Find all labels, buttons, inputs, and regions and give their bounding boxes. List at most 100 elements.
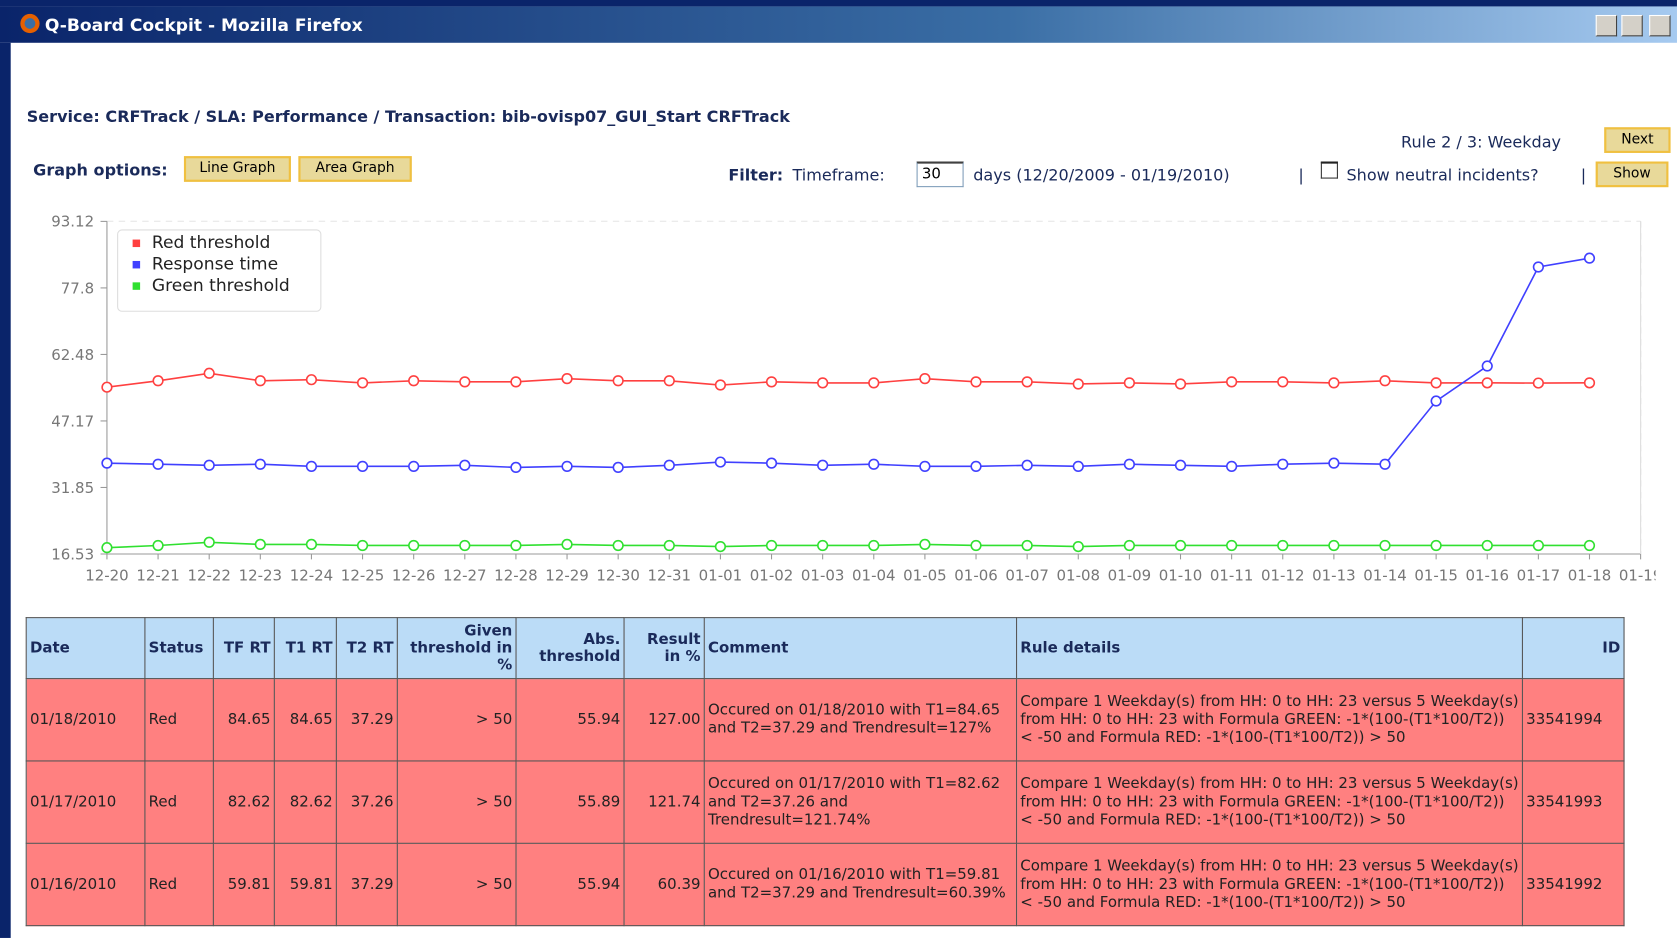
x-tick-label: 12-31 <box>648 567 692 585</box>
column-header: T2 RT <box>335 617 398 680</box>
data-point <box>714 540 727 553</box>
table-row: 01/16/2010 Red 59.81 59.81 37.29 > 50 55.94 60.… <box>25 842 1625 927</box>
table-row: 01/18/2010 Red 84.65 84.65 37.29 > 50 55.94 127… <box>25 678 1625 762</box>
data-point <box>1072 540 1084 553</box>
table-cell: 33541993 <box>1521 760 1625 844</box>
series-line <box>106 257 1590 469</box>
data-point <box>459 539 471 552</box>
data-point <box>919 460 931 472</box>
table-cell: Red <box>144 760 214 844</box>
data-point <box>1583 252 1596 264</box>
maximize-button[interactable] <box>1621 14 1643 37</box>
data-point <box>1328 539 1340 552</box>
table-cell: Red <box>144 678 214 762</box>
table-cell: 127.00 <box>623 678 705 762</box>
data-point <box>1226 460 1238 472</box>
column-header: ID <box>1521 617 1625 680</box>
data-point <box>408 460 420 472</box>
data-point <box>1277 539 1289 552</box>
neutral-checkbox[interactable] <box>1320 161 1338 179</box>
data-point <box>868 539 880 552</box>
data-point <box>1532 261 1544 273</box>
data-point <box>663 539 675 552</box>
separator: | <box>1580 165 1587 186</box>
data-point <box>1481 360 1493 372</box>
table-cell: 59.81 <box>212 842 275 927</box>
data-point <box>1430 539 1442 552</box>
table-cell: > 50 <box>396 760 517 844</box>
data-point <box>1379 375 1391 387</box>
line-graph-button[interactable]: Line Graph <box>183 156 291 182</box>
table-cell: 59.81 <box>273 842 337 927</box>
data-point <box>101 457 113 469</box>
x-tick-label: 01-15 <box>1414 567 1458 585</box>
table-cell: 01/17/2010 <box>25 760 146 844</box>
browser-icon <box>20 13 40 34</box>
data-point <box>1072 460 1084 472</box>
x-tick-label: 01-18 <box>1568 567 1612 585</box>
area-graph-button[interactable]: Area Graph <box>298 156 412 182</box>
x-tick-label: 01-10 <box>1159 567 1203 585</box>
data-point <box>510 376 522 388</box>
legend-label: Response time <box>152 255 278 275</box>
y-tick-label: 93.12 <box>51 213 94 231</box>
table-cell: 33541992 <box>1521 842 1625 927</box>
x-tick-label: 01-17 <box>1517 567 1561 585</box>
rule-text: Rule 2 / 3: Weekday <box>1401 132 1562 152</box>
timeframe-input[interactable]: 30 <box>916 161 964 188</box>
neutral-label: Show neutral incidents? <box>1346 165 1539 186</box>
data-point <box>714 379 727 391</box>
x-tick-label: 01-13 <box>1312 567 1356 585</box>
minimize-button[interactable] <box>1595 14 1618 37</box>
data-point <box>1328 457 1340 469</box>
column-header: Abs. threshold <box>515 617 625 680</box>
data-point <box>765 457 778 469</box>
data-point <box>919 373 931 385</box>
table-cell: 84.65 <box>273 678 337 762</box>
x-tick-label: 01-03 <box>801 567 845 585</box>
data-point <box>1532 539 1544 552</box>
chart: 16.53 31.85 47.17 62.48 77.8 93.12 12-20 12-21 1… <box>51 213 1655 585</box>
table-cell: 37.29 <box>335 678 398 762</box>
table-cell: Compare 1 Weekday(s) from HH: 0 to HH: 2… <box>1016 842 1523 927</box>
next-button[interactable]: Next <box>1604 127 1671 153</box>
data-point <box>254 458 266 470</box>
data-point <box>561 538 573 551</box>
column-header: Status <box>144 617 214 680</box>
x-tick-label: 01-11 <box>1210 567 1254 585</box>
data-point <box>459 376 471 388</box>
table-cell: 121.74 <box>623 760 705 844</box>
series-line <box>106 541 1590 549</box>
close-button[interactable] <box>1649 14 1671 37</box>
data-point <box>203 367 215 379</box>
data-point <box>1021 459 1033 471</box>
table-cell: > 50 <box>396 678 517 762</box>
x-tick-label: 01-14 <box>1363 567 1407 585</box>
x-tick-label: 12-24 <box>290 567 334 585</box>
data-point <box>612 539 624 552</box>
show-button[interactable]: Show <box>1595 161 1669 188</box>
x-tick-label: 12-28 <box>494 567 537 585</box>
data-point <box>101 381 113 393</box>
data-point <box>356 460 369 472</box>
data-point <box>1481 539 1493 552</box>
data-point <box>356 377 369 389</box>
data-point <box>1430 395 1442 407</box>
data-point <box>152 458 164 470</box>
data-point <box>868 377 880 389</box>
x-tick-label: 01-16 <box>1465 567 1509 585</box>
data-point <box>203 536 215 548</box>
x-tick-label: 01-05 <box>903 567 947 585</box>
data-point <box>152 375 164 387</box>
column-header: Date <box>25 617 146 680</box>
data-point <box>408 375 420 387</box>
x-tick-label: 01-06 <box>954 567 998 585</box>
timeframe-label: Timeframe: <box>792 165 885 186</box>
table-cell: 84.65 <box>212 678 275 762</box>
breadcrumb: Service: CRFTrack / SLA: Performance / T… <box>26 106 790 127</box>
data-point <box>1277 376 1289 388</box>
column-header: Result in % <box>623 617 705 680</box>
data-point <box>1174 539 1187 552</box>
data-point <box>1481 377 1493 389</box>
data-point <box>1532 377 1544 389</box>
